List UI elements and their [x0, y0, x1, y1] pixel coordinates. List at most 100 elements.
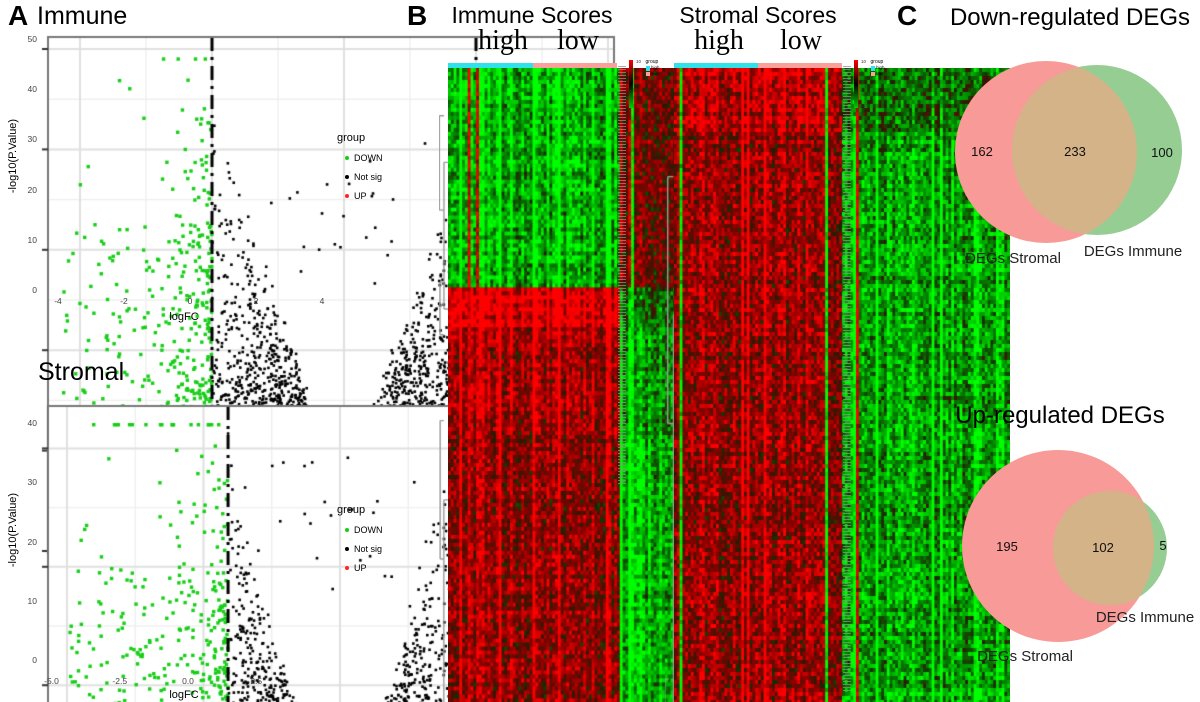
- y-tick-label: 50: [27, 34, 37, 44]
- venn-up-immune-label: DEGs Immune: [1096, 609, 1194, 626]
- venn-down-title: Down-regulated DEGs: [949, 4, 1191, 31]
- legend-dot: [345, 547, 349, 551]
- colorbar-tick: -10: [636, 102, 643, 108]
- venn-down-stromal-label: DEGs Stromal: [965, 250, 1061, 267]
- heatmap-immune-title: Immune Scores: [451, 2, 613, 28]
- legend-dot: [345, 566, 349, 570]
- annotation-legend-swatch: [870, 66, 876, 71]
- annotation-low-segment: [533, 63, 617, 68]
- annotation-legend-label: low: [651, 70, 658, 76]
- x-tick-label: 2: [253, 296, 259, 306]
- venn-down-immune-label: DEGs Immune: [1084, 243, 1182, 260]
- volcano-stromal-legend: group DOWN Not sig UP: [337, 504, 383, 582]
- colorbar-tick: 10: [861, 59, 867, 64]
- heatmap-immune-high-label: high: [478, 25, 528, 56]
- legend-item-down: DOWN: [345, 525, 383, 535]
- legend-item-label: UP: [354, 191, 367, 201]
- legend-item-not-sig: Not sig: [345, 172, 383, 182]
- venn-up-title: Up-regulated DEGs: [955, 402, 1165, 429]
- heatmap-colorbar: [629, 60, 633, 108]
- legend-dot: [345, 175, 349, 179]
- annotation-legend-item: high: [645, 65, 660, 71]
- volcano-immune-title: Immune: [37, 2, 128, 30]
- heatmap-annotation-legend: group high low: [645, 59, 660, 77]
- panel-label-c: C: [897, 0, 918, 31]
- legend-item-up: UP: [345, 191, 383, 201]
- heatmap-immune-row-labels: [618, 66, 626, 485]
- legend-title: group: [337, 132, 366, 144]
- venn-down-overlap-count: 233: [1064, 144, 1086, 159]
- venn-down-overlap-region: [1012, 65, 1137, 235]
- annotation-legend-label: high: [651, 65, 660, 70]
- colorbar-tick: -5: [861, 91, 866, 97]
- annotation-legend-item: low: [645, 70, 660, 76]
- y-tick-label: 10: [27, 234, 37, 245]
- colorbar-tick: 10: [636, 59, 642, 64]
- legend-dot: [345, 528, 349, 532]
- venn-up-diagram: 195 102 5 DEGs Immune DEGs Stromal: [962, 450, 1194, 665]
- legend-dot: [345, 194, 349, 198]
- volcano-immune-legend: group DOWN Not sig UP: [337, 132, 383, 210]
- heatmap-annotation-legend: group high low: [870, 60, 885, 77]
- venn-up-overlap-count: 102: [1092, 540, 1114, 555]
- x-tick-label: 4: [319, 296, 325, 306]
- y-tick-label: 40: [27, 84, 37, 95]
- venn-up-stromal-count: 195: [996, 539, 1018, 554]
- venn-up-overlap-region: [1053, 491, 1154, 605]
- legend-title: group: [337, 504, 366, 516]
- colorbar-tick: 5: [636, 69, 639, 75]
- heatmap-colorbar-ticks: 10 5 0 -5 -10: [636, 59, 643, 108]
- volcano-stromal-title: Stromal: [38, 358, 125, 386]
- x-tick-label: 2.5: [250, 676, 263, 686]
- heatmap-stromal-annotation-bar: [674, 63, 842, 68]
- colorbar-tick: 5: [861, 69, 864, 75]
- annotation-legend-swatch: [645, 71, 651, 76]
- annotation-legend-label: low: [876, 70, 883, 76]
- x-tick-label: -5.0: [44, 676, 59, 686]
- annotation-legend-item: high: [870, 65, 885, 71]
- heatmap-immune-color-legend: 10 5 0 -5 -10 group high low: [629, 59, 660, 108]
- venn-down-stromal-count: 162: [971, 144, 993, 159]
- annotation-legend-title: group: [645, 59, 659, 65]
- x-tick-label: 0: [187, 296, 193, 306]
- legend-item-label: UP: [354, 563, 367, 573]
- annotation-high-segment: [674, 63, 758, 68]
- x-tick-label: -2.5: [112, 676, 128, 686]
- panel-label-b: B: [407, 0, 428, 31]
- annotation-legend-swatch: [645, 66, 651, 71]
- heatmap-stromal-cells: [674, 68, 1010, 702]
- legend-item-label: DOWN: [354, 525, 383, 535]
- venn-up-immune-count: 5: [1159, 538, 1166, 553]
- annotation-legend-item: low: [870, 70, 885, 76]
- colorbar-tick: -10: [861, 102, 868, 108]
- x-tick-label: -4: [54, 296, 62, 306]
- heatmap-stromal-high-label: high: [694, 25, 744, 56]
- volcano-immune-y-axis-label: -log10(P.Value): [7, 118, 19, 194]
- y-tick-label: 0: [32, 655, 37, 665]
- legend-item-label: Not sig: [354, 544, 383, 554]
- heatmap-stromal-low-label: low: [780, 25, 822, 56]
- annotation-legend-swatch: [870, 71, 876, 76]
- volcano-stromal-x-axis-label: logFC: [169, 689, 199, 701]
- y-tick-label: 0: [32, 285, 37, 295]
- heatmap-immune-low-label: low: [557, 25, 599, 56]
- y-tick-label: 30: [27, 134, 37, 145]
- legend-item-label: DOWN: [354, 153, 383, 163]
- annotation-legend-label: high: [876, 65, 885, 70]
- legend-item-not-sig: Not sig: [345, 544, 383, 554]
- x-tick-label: 0.0: [182, 676, 194, 686]
- legend-item-down: DOWN: [345, 153, 383, 163]
- venn-down-diagram: 162 233 100 DEGs Stromal DEGs Immune: [955, 61, 1182, 267]
- colorbar-tick: -5: [636, 91, 641, 97]
- heatmap-colorbar: [854, 60, 858, 108]
- heatmap-stromal-row-labels: [843, 66, 851, 692]
- x-tick-label: -2: [120, 296, 128, 306]
- y-tick-label: 40: [27, 418, 37, 429]
- annotation-high-segment: [448, 63, 533, 68]
- annotation-low-segment: [758, 63, 842, 68]
- heatmap-immune-annotation-bar: [448, 63, 617, 68]
- y-tick-label: 30: [27, 477, 37, 488]
- venn-down-immune-count: 100: [1151, 145, 1173, 160]
- y-tick-label: 20: [27, 536, 37, 547]
